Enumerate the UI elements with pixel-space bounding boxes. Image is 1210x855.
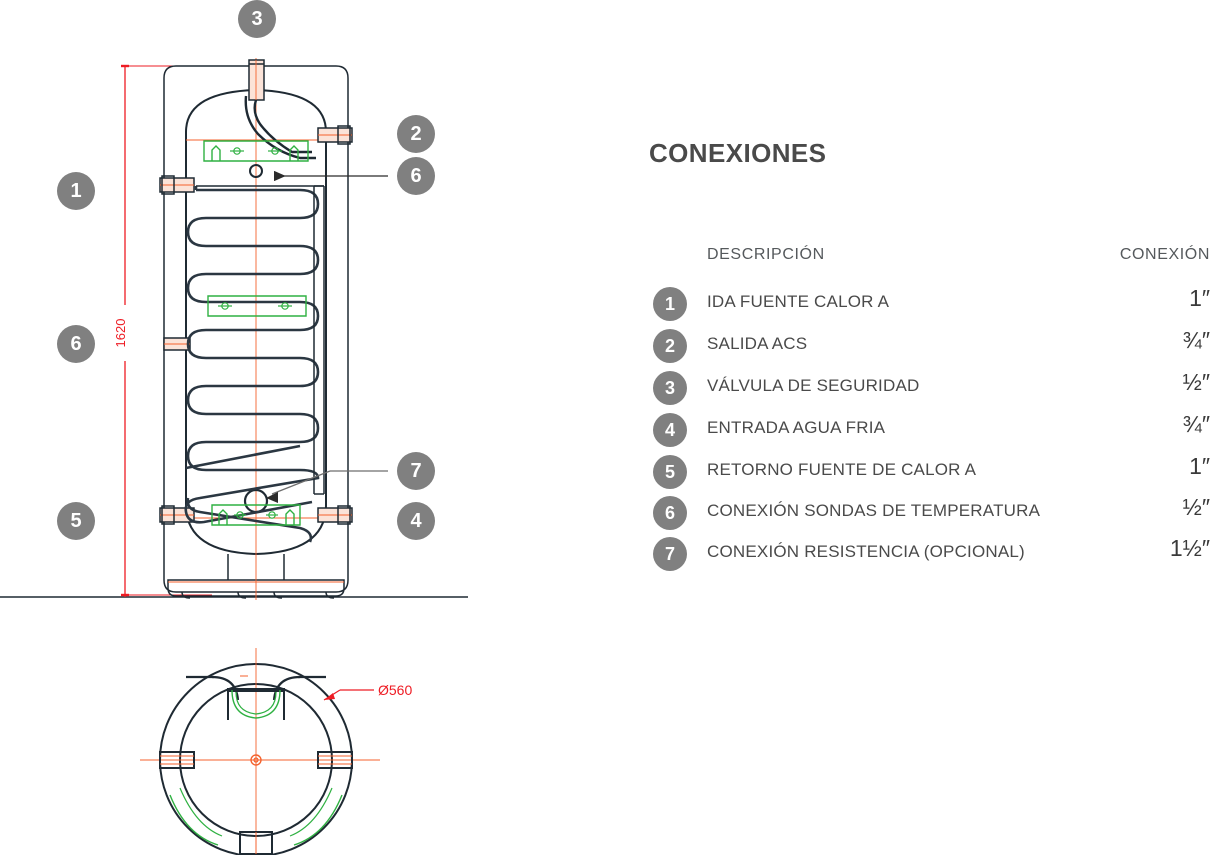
table-row[interactable]: 1 IDA FUENTE CALOR A 1″ <box>649 285 1210 323</box>
row-description: CONEXIÓN RESISTENCIA (OPCIONAL) <box>707 542 1025 561</box>
row-connection-size: ½″ <box>1182 494 1210 520</box>
page-title: CONEXIONES <box>649 138 827 168</box>
tank-jacket <box>163 65 349 593</box>
callout-badge-6-right[interactable]: 6 <box>397 157 435 195</box>
port-heat-source-flow <box>159 175 195 195</box>
port-safety-valve <box>248 59 265 101</box>
row-description: ENTRADA AGUA FRIA <box>707 418 886 437</box>
acs-outlet-tube <box>253 99 312 154</box>
technical-drawing-pane: 1620 <box>0 0 468 855</box>
table-row[interactable]: 7 CONEXIÓN RESISTENCIA (OPCIONAL) 1½″ <box>649 535 1210 573</box>
row-connection-size: 1½″ <box>1169 535 1210 561</box>
row-description: CONEXIÓN SONDAS DE TEMPERATURA <box>707 501 1041 520</box>
leader-arrow-resistance <box>266 492 278 503</box>
row-number-badge: 6 <box>653 496 687 530</box>
coil-riser <box>196 185 325 495</box>
diameter-dimension-label: Ø560 <box>378 682 412 698</box>
row-number-badge: 7 <box>653 537 687 571</box>
row-description: RETORNO FUENTE DE CALOR A <box>707 460 977 479</box>
row-connection-size: ¾″ <box>1182 327 1210 353</box>
callout-badge-2-right[interactable]: 2 <box>397 115 435 153</box>
callout-badge-4-right[interactable]: 4 <box>397 502 435 540</box>
callout-badge-3-top[interactable]: 3 <box>238 0 276 38</box>
table-row[interactable]: 6 CONEXIÓN SONDAS DE TEMPERATURA ½″ <box>649 494 1210 532</box>
callout-badge-7-right[interactable]: 7 <box>397 452 435 490</box>
table-row[interactable]: 4 ENTRADA AGUA FRIA ¾″ <box>649 411 1210 449</box>
row-number-badge: 1 <box>653 287 687 321</box>
row-description: SALIDA ACS <box>707 334 808 353</box>
port-sensor-middle <box>163 337 191 351</box>
row-number-badge: 4 <box>653 413 687 447</box>
height-dimension-label: 1620 <box>113 319 128 348</box>
port-cold-water-inlet <box>317 505 353 525</box>
row-connection-size: ½″ <box>1182 369 1210 395</box>
acs-outlet-tube-back <box>244 95 316 160</box>
table-row[interactable]: 5 RETORNO FUENTE DE CALOR A 1″ <box>649 453 1210 491</box>
row-number-badge: 3 <box>653 371 687 405</box>
callout-badge-5-left[interactable]: 5 <box>57 502 95 540</box>
column-header-connection: CONEXIÓN <box>1119 246 1210 263</box>
callout-badge-1-left[interactable]: 1 <box>57 172 95 210</box>
tank-drawing-svg: 1620 <box>0 58 468 855</box>
row-number-badge: 5 <box>653 455 687 489</box>
detail-box-middle <box>207 295 307 317</box>
heat-exchanger-coil <box>184 188 320 543</box>
detail-box-lower <box>211 504 301 526</box>
table-header-row: DESCRIPCIÓN CONEXIÓN <box>649 246 1210 268</box>
row-connection-size: ¾″ <box>1182 411 1210 437</box>
table-row[interactable]: 2 SALIDA ACS ¾″ <box>649 327 1210 365</box>
port-heat-source-return <box>159 505 195 525</box>
leader-line-resistance <box>271 470 388 495</box>
height-dimension: 1620 <box>112 64 212 597</box>
row-description: IDA FUENTE CALOR A <box>707 292 890 311</box>
table-row[interactable]: 3 VÁLVULA DE SEGURIDAD ½″ <box>649 369 1210 407</box>
port-acs-outlet <box>317 125 353 145</box>
row-connection-size: 1″ <box>1189 285 1210 311</box>
top-view-section: Ø560 <box>140 648 412 855</box>
row-connection-size: 1″ <box>1189 453 1210 479</box>
connections-panel: CONEXIONES DESCRIPCIÓN CONEXIÓN 1 IDA FU… <box>649 0 1210 855</box>
row-number-badge: 2 <box>653 329 687 363</box>
tank-base <box>167 554 345 599</box>
sensor-pocket-upper <box>249 164 263 178</box>
column-header-description: DESCRIPCIÓN <box>707 246 825 263</box>
row-description: VÁLVULA DE SEGURIDAD <box>707 376 920 395</box>
diameter-dimension: Ø560 <box>323 682 412 701</box>
callout-badge-6-left[interactable]: 6 <box>57 325 95 363</box>
detail-box-upper <box>203 140 309 162</box>
